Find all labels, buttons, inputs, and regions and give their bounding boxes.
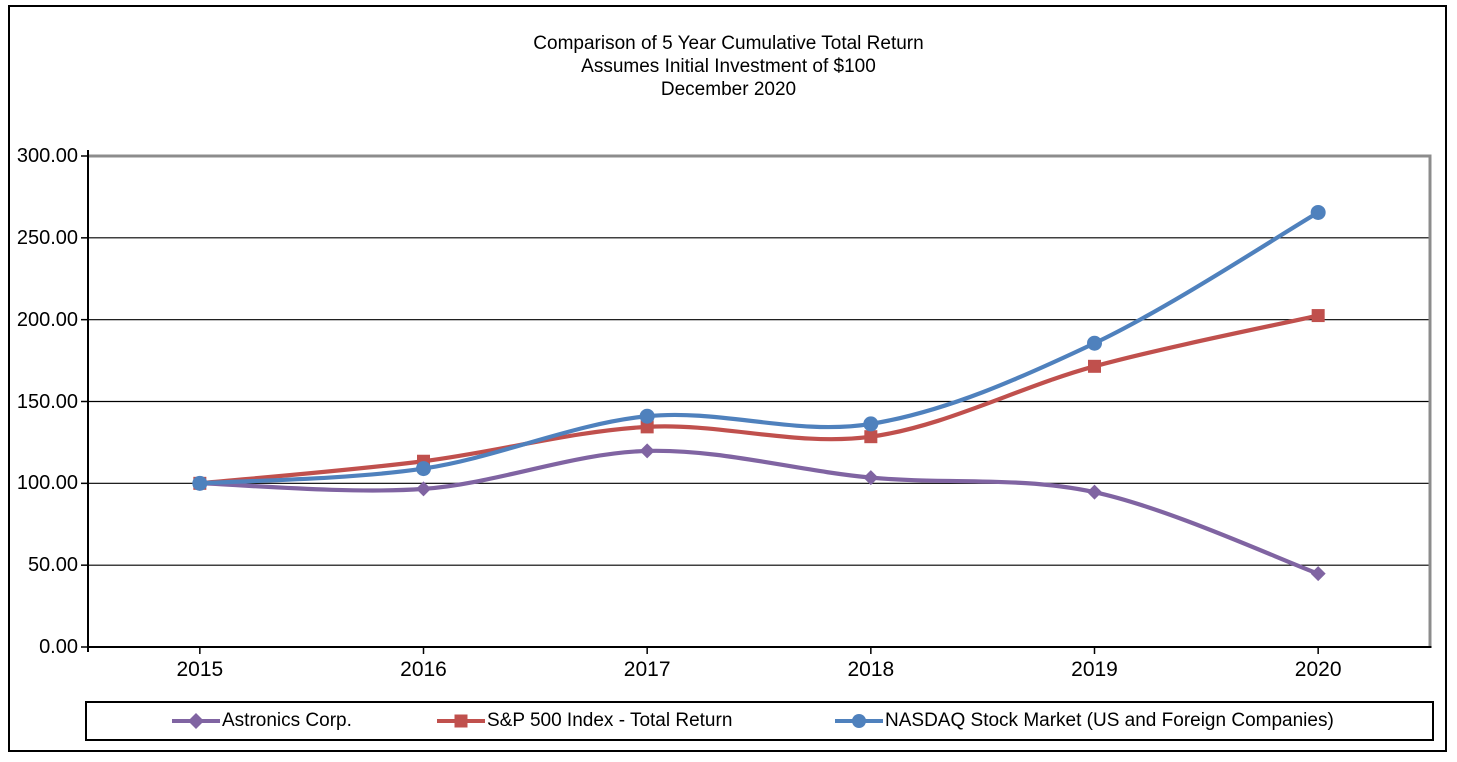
series-line xyxy=(197,313,1321,486)
y-axis-tick-label: 50.00 xyxy=(27,554,78,577)
x-axis-label: 2016 xyxy=(400,658,447,681)
series-marker-diamond xyxy=(416,481,431,497)
series-marker-circle xyxy=(192,475,208,491)
y-axis-tick-label: 200.00 xyxy=(16,308,78,331)
chart-legend: Astronics Corp. S&P 500 Index - Total Ret… xyxy=(85,701,1434,741)
chart-window-border xyxy=(8,5,1447,752)
y-axis-tick-label: 100.00 xyxy=(16,472,78,495)
x-axis-label: 2018 xyxy=(847,658,895,681)
legend-label: S&P 500 Index - Total Return xyxy=(487,710,733,731)
legend-label: NASDAQ Stock Market (US and Foreign Comp… xyxy=(885,710,1334,731)
series-marker-diamond xyxy=(1087,484,1102,500)
legend-label: Astronics Corp. xyxy=(222,710,352,731)
chart-subtitle: Assumes Initial Investment of $100 xyxy=(581,56,876,77)
legend-item: Astronics Corp. xyxy=(172,703,352,739)
legend-marker-diamond-icon xyxy=(172,713,220,729)
chart-title-block: Comparison of 5 Year Cumulative Total Re… xyxy=(0,32,1457,101)
x-axis-label: 2017 xyxy=(623,658,671,681)
series-marker-diamond xyxy=(1310,566,1326,582)
series-marker-circle xyxy=(863,416,879,432)
y-axis-tick-label: 250.00 xyxy=(16,226,78,249)
legend-marker-circle-icon xyxy=(835,714,883,728)
series-marker-circle xyxy=(1087,335,1102,351)
series-marker-square xyxy=(1311,309,1325,323)
y-axis-tick-label: 300.00 xyxy=(16,145,78,167)
series-marker-diamond xyxy=(639,443,655,459)
x-axis-label: 2019 xyxy=(1071,658,1118,681)
series-marker-circle xyxy=(1310,204,1326,220)
series-line xyxy=(197,210,1321,486)
legend-marker-square-icon xyxy=(437,714,485,728)
series-marker-diamond xyxy=(863,470,879,486)
y-axis-tick-label: 0.00 xyxy=(39,636,78,658)
x-axis-label: 2015 xyxy=(176,658,224,681)
chart-subtitle-date: December 2020 xyxy=(660,79,797,100)
y-axis-tick-label: 150.00 xyxy=(16,390,78,413)
legend-item: S&P 500 Index - Total Return xyxy=(437,703,732,739)
series-marker-square xyxy=(1088,359,1101,373)
series-marker-circle xyxy=(639,408,655,424)
series-marker-square xyxy=(864,430,878,444)
x-axis-label: 2020 xyxy=(1294,658,1342,681)
chart-title: Comparison of 5 Year Cumulative Total Re… xyxy=(533,33,924,54)
legend-item: NASDAQ Stock Market (US and Foreign Comp… xyxy=(835,703,1334,739)
series-marker-square xyxy=(640,420,654,434)
series-line xyxy=(197,448,1321,576)
series-marker-circle xyxy=(416,461,431,477)
